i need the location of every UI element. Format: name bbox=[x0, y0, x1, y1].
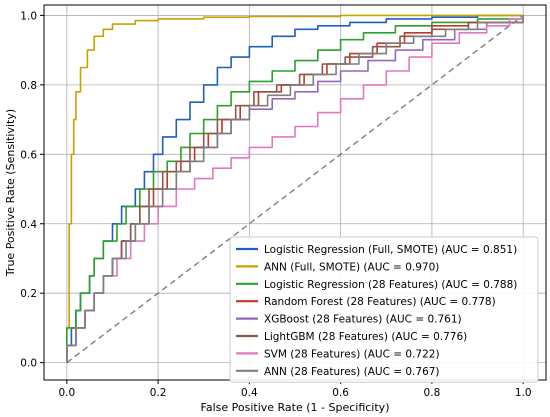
legend-label-3: Random Forest (28 Features) (AUC = 0.778… bbox=[264, 296, 496, 308]
legend-label-6: SVM (28 Features) (AUC = 0.722) bbox=[264, 348, 440, 360]
x-axis-ticks: 0.0 0.2 0.4 0.6 0.8 1.0 bbox=[58, 380, 532, 399]
y-tick-label: 0.4 bbox=[20, 219, 37, 231]
legend-label-1: ANN (Full, SMOTE) (AUC = 0.970) bbox=[264, 261, 439, 273]
roc-curve-2 bbox=[66, 15, 524, 363]
roc-curve-1 bbox=[66, 14, 524, 363]
y-tick-label: 0.2 bbox=[20, 288, 37, 300]
y-tick-label: 1.0 bbox=[20, 10, 37, 22]
legend-label-0: Logistic Regression (Full, SMOTE) (AUC =… bbox=[264, 244, 517, 256]
x-tick-label: 0.2 bbox=[150, 387, 167, 399]
diagonal-reference-line bbox=[66, 14, 524, 364]
x-tick-label: 0.0 bbox=[58, 387, 75, 399]
x-tick-label: 0.4 bbox=[241, 387, 258, 399]
legend-box bbox=[229, 236, 539, 383]
series-layer bbox=[66, 14, 524, 363]
roc-curve-7 bbox=[66, 15, 524, 363]
x-tick-label: 0.6 bbox=[332, 387, 349, 399]
x-tick-label: 0.8 bbox=[424, 387, 441, 399]
legend-label-5: LightGBM (28 Features) (AUC = 0.776) bbox=[264, 331, 467, 343]
legend-label-4: XGBoost (28 Features) (AUC = 0.761) bbox=[264, 314, 462, 326]
legend-label-2: Logistic Regression (28 Features) (AUC =… bbox=[264, 279, 517, 291]
y-axis-ticks: 0.0 0.2 0.4 0.6 0.8 1.0 bbox=[20, 10, 44, 370]
y-tick-label: 0.0 bbox=[20, 358, 37, 370]
legend: Logistic Regression (Full, SMOTE) (AUC =… bbox=[229, 236, 539, 383]
legend-label-7: ANN (28 Features) (AUC = 0.767) bbox=[264, 366, 440, 378]
y-tick-label: 0.6 bbox=[20, 149, 37, 161]
x-axis-label: False Positive Rate (1 - Specificity) bbox=[201, 401, 390, 414]
y-tick-label: 0.8 bbox=[20, 80, 37, 92]
x-tick-label: 1.0 bbox=[515, 387, 532, 399]
y-axis-label: True Positive Rate (Sensitivity) bbox=[4, 109, 17, 277]
